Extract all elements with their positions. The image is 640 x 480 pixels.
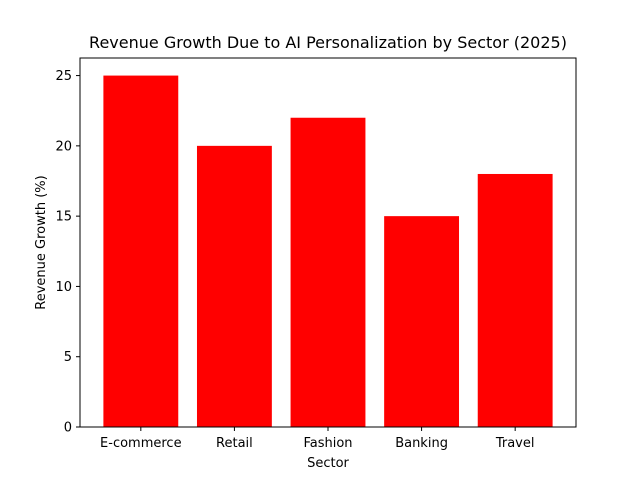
x-axis-ticks: E-commerce Retail Fashion Banking Travel xyxy=(100,427,534,451)
y-tick-label: 0 xyxy=(64,421,72,436)
y-tick-label: 5 xyxy=(64,350,72,365)
x-tick-label: Retail xyxy=(216,436,253,451)
y-tick-label: 20 xyxy=(55,139,72,154)
bar-travel xyxy=(477,173,553,427)
chart-title: Revenue Growth Due to AI Personalization… xyxy=(89,33,567,52)
x-tick-label: E-commerce xyxy=(100,436,182,451)
x-axis-label: Sector xyxy=(307,456,349,471)
y-tick-label: 10 xyxy=(55,280,72,295)
y-axis-label: Revenue Growth (%) xyxy=(34,175,49,309)
x-tick-label: Fashion xyxy=(303,436,352,451)
bar-e-commerce xyxy=(103,75,179,428)
bars-layer xyxy=(103,75,553,428)
y-tick-label: 25 xyxy=(55,69,72,84)
bar-retail xyxy=(196,145,272,427)
y-axis-ticks: 0 5 10 15 20 25 xyxy=(55,69,80,436)
y-tick-label: 15 xyxy=(55,210,72,225)
x-tick-label: Banking xyxy=(395,436,448,451)
bar-fashion xyxy=(290,117,366,427)
bar-banking xyxy=(384,216,460,427)
x-tick-label: Travel xyxy=(495,436,535,451)
